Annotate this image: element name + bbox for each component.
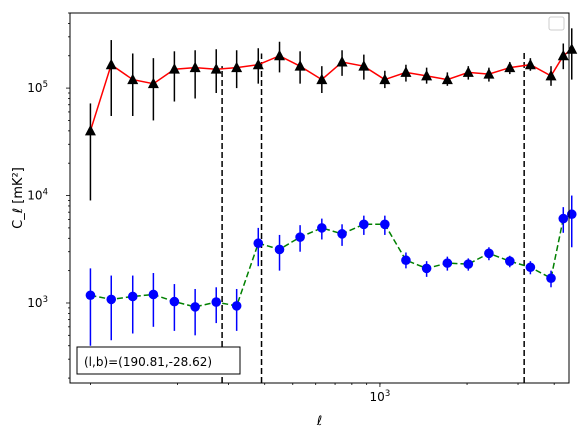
circle-marker	[401, 255, 411, 266]
axis-ticks: 103 103 104 105	[27, 12, 555, 404]
triangle-marker	[336, 55, 348, 67]
triangle-marker	[524, 58, 536, 70]
plot-frame	[69, 12, 570, 384]
circle-marker	[295, 232, 305, 242]
triangle-marker	[210, 63, 222, 74]
triangle-marker	[127, 73, 139, 85]
triangle-marker	[294, 60, 306, 71]
circle-marker	[558, 213, 569, 224]
annotation-box	[76, 346, 241, 375]
triangle-marker	[462, 66, 474, 77]
triangle-marker	[441, 73, 453, 85]
x-axis-label: ℓ	[316, 414, 322, 429]
circle-marker	[211, 297, 222, 307]
legend-box	[548, 16, 565, 31]
triangle-marker	[168, 63, 180, 74]
y-tick-label: 104	[27, 188, 48, 203]
circle-marker	[169, 296, 180, 307]
series-lines	[89, 48, 573, 308]
triangle-marker	[105, 58, 117, 70]
triangle-marker	[545, 69, 557, 81]
triangle-marker	[231, 61, 243, 73]
circle-marker	[148, 289, 159, 300]
triangle-marker	[358, 60, 370, 71]
circle-marker	[317, 223, 327, 233]
x-tick-label: 103	[370, 389, 391, 404]
series-line	[90, 213, 573, 308]
circle-marker	[337, 229, 347, 239]
circle-marker	[85, 290, 96, 301]
triangle-marker	[84, 124, 96, 136]
annotation-text: (l,b)=(190.81,-28.62)	[84, 355, 212, 369]
triangle-marker	[252, 58, 264, 70]
triangle-marker	[147, 77, 159, 89]
triangle-marker	[557, 49, 569, 61]
markers	[84, 43, 578, 312]
triangle-marker	[483, 68, 495, 79]
triangle-marker	[316, 73, 328, 85]
triangle-marker	[400, 66, 412, 77]
y-tick-label: 103	[27, 295, 48, 310]
y-axis-label: C_ℓ [mK²]	[11, 167, 26, 229]
vertical-lines	[221, 51, 525, 383]
circle-marker	[421, 263, 432, 274]
triangle-marker	[504, 61, 516, 73]
triangle-marker	[274, 49, 286, 61]
circle-marker	[190, 302, 200, 312]
triangle-marker	[566, 43, 578, 54]
triangle-marker	[379, 73, 391, 85]
series-line	[89, 48, 573, 132]
circle-marker	[231, 301, 242, 311]
circle-marker	[442, 258, 453, 268]
circle-marker	[359, 219, 369, 230]
circle-marker	[106, 294, 117, 305]
circle-marker	[505, 256, 515, 266]
circle-marker	[525, 262, 536, 273]
triangle-marker	[189, 61, 201, 73]
circle-marker	[380, 219, 390, 230]
circle-marker	[463, 259, 474, 269]
circle-marker	[566, 209, 577, 220]
y-tick-label: 105	[27, 80, 48, 95]
circle-marker	[127, 291, 138, 302]
triangle-marker	[421, 69, 433, 81]
circle-marker	[253, 238, 264, 249]
circle-marker	[274, 244, 285, 255]
circle-marker	[484, 248, 494, 259]
annotation: (l,b)=(190.81,-28.62)	[76, 346, 241, 375]
circle-marker	[546, 273, 556, 284]
